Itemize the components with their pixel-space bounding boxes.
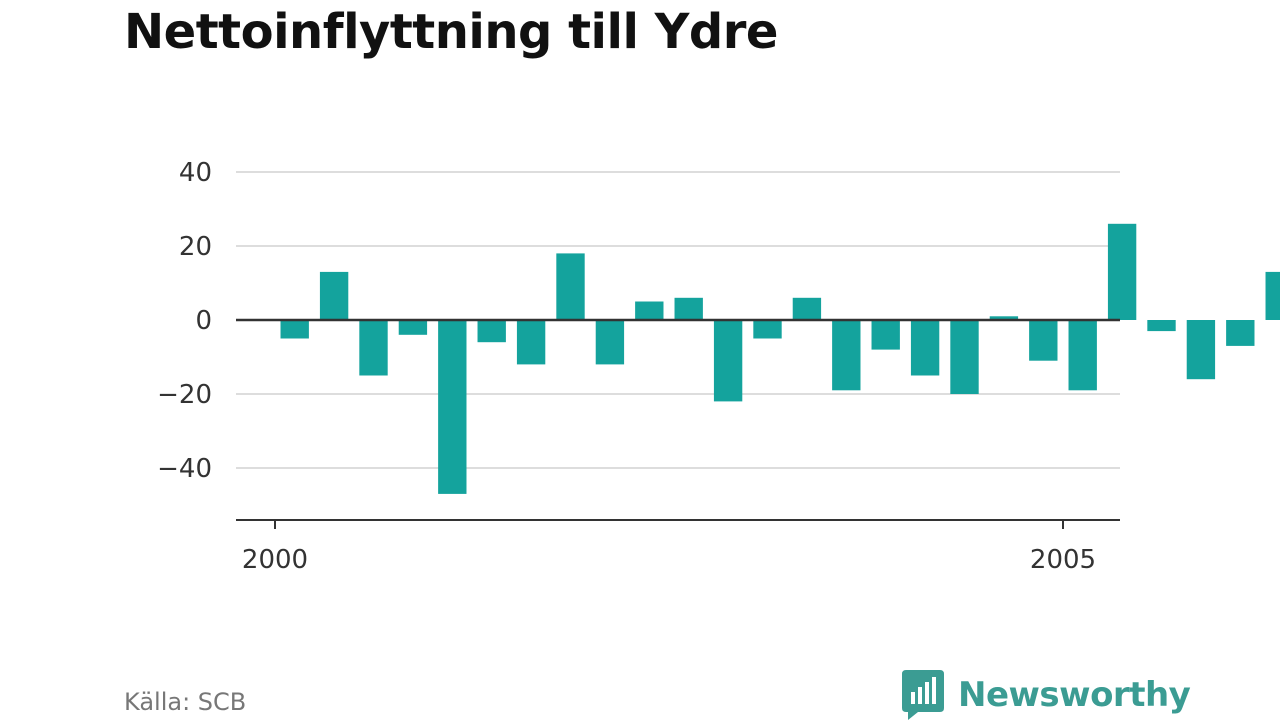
bar	[1265, 271, 1280, 320]
source-note: Källa: SCB	[124, 688, 247, 716]
bar	[713, 320, 743, 402]
y-tick-label: 40	[179, 158, 212, 188]
brand-logo[interactable]: Newsworthy	[902, 670, 1191, 720]
bar	[989, 316, 1019, 320]
y-tick-label: 0	[195, 306, 212, 336]
bar	[910, 320, 940, 376]
bar	[319, 271, 349, 320]
bar	[753, 320, 782, 339]
bar	[1107, 223, 1137, 320]
x-tick-label: 2000	[242, 545, 308, 575]
x-tick-label: 2005	[1030, 545, 1096, 575]
bar	[516, 320, 546, 365]
bar-series	[280, 223, 1280, 494]
y-tick-label: 20	[179, 232, 212, 262]
bar	[477, 320, 506, 343]
y-tick-label: −20	[157, 380, 212, 410]
bar	[595, 320, 625, 365]
bar	[1186, 320, 1216, 380]
bar	[1147, 320, 1176, 332]
bar	[359, 320, 388, 376]
newsworthy-logo-icon	[902, 670, 944, 720]
bar	[832, 320, 861, 391]
bar	[556, 253, 585, 320]
chart-title: Nettoinflyttning till Ydre	[124, 4, 778, 60]
bar	[674, 297, 703, 320]
bar	[280, 320, 309, 339]
bar	[950, 320, 979, 394]
bar	[438, 320, 467, 494]
bar	[1029, 320, 1058, 361]
bar	[1226, 320, 1255, 346]
axes	[236, 318, 1120, 529]
bar	[635, 301, 664, 320]
bar	[1068, 320, 1097, 391]
bar	[871, 320, 900, 350]
y-tick-label: −40	[157, 454, 212, 484]
brand-name: Newsworthy	[958, 675, 1191, 715]
bar	[398, 320, 428, 335]
bar	[792, 297, 822, 320]
